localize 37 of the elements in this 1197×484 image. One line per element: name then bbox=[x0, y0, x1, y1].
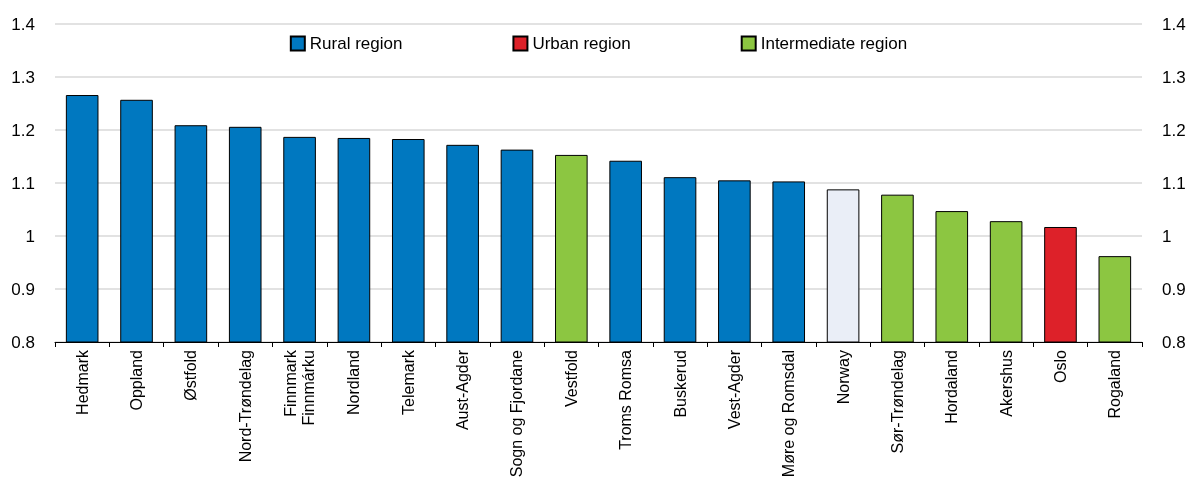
x-tick-label: Sogn og Fjordane bbox=[508, 349, 526, 478]
x-tick-label: Vest-Agder bbox=[725, 349, 743, 430]
x-tick-label: Oslo bbox=[1051, 349, 1069, 383]
y2-tick-label: 1 bbox=[1162, 226, 1172, 246]
x-tick-label: Vestfold bbox=[562, 350, 580, 407]
x-tick-label: Oppland bbox=[128, 350, 146, 411]
legend-label: Urban region bbox=[532, 34, 631, 53]
x-tick-label: Møre og Romsdal bbox=[780, 350, 798, 478]
y-tick-label: 1.1 bbox=[11, 173, 35, 193]
x-tick-label: Aust-Agder bbox=[454, 349, 472, 431]
y2-tick-label: 1.4 bbox=[1162, 14, 1186, 34]
y2-tick-label: 1.2 bbox=[1162, 120, 1186, 140]
x-tick-label: Østfold bbox=[182, 350, 200, 401]
x-tick-label: Telemark bbox=[399, 349, 417, 415]
x-tick-label: Buskerud bbox=[671, 350, 689, 418]
x-tick-label: Sør-Trøndelag bbox=[888, 350, 906, 454]
y2-tick-label: 1.3 bbox=[1162, 67, 1186, 87]
y-tick-label: 0.8 bbox=[11, 332, 35, 352]
y-tick-label: 1.4 bbox=[11, 14, 35, 34]
x-tick-label: Finnmark Finnmárku bbox=[282, 349, 318, 426]
x-tick-label: Hordaland bbox=[943, 350, 961, 424]
y-tick-label: 1.2 bbox=[11, 120, 35, 140]
x-tick-label: Hedmark bbox=[73, 349, 91, 415]
y-tick-label: 1.3 bbox=[11, 67, 35, 87]
x-tick-label: Norway bbox=[834, 350, 852, 405]
y2-tick-label: 0.8 bbox=[1162, 332, 1186, 352]
y2-tick-label: 0.9 bbox=[1162, 279, 1186, 299]
y-tick-label: 1 bbox=[25, 226, 35, 246]
y2-tick-label: 1.1 bbox=[1162, 173, 1186, 193]
x-tick-label: Troms Romsa bbox=[617, 349, 635, 450]
x-tick-label: Nordland bbox=[345, 350, 363, 415]
legend-label: Intermediate region bbox=[760, 34, 908, 53]
x-tick-label: Rogaland bbox=[1106, 350, 1124, 419]
x-tick-label: Nord-Trøndelag bbox=[236, 350, 254, 463]
x-tick-label: Akershus bbox=[997, 350, 1015, 417]
y-tick-label: 0.9 bbox=[11, 279, 35, 299]
legend-label: Rural region bbox=[309, 34, 403, 53]
